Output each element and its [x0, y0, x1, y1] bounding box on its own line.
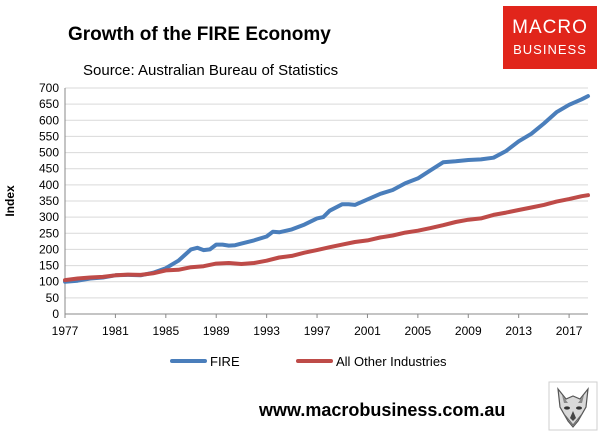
series-line-fire: [63, 94, 590, 284]
chart-title: Growth of the FIRE Economy: [68, 24, 331, 45]
y-tick-label: 250: [39, 226, 59, 240]
y-tick-label: 500: [39, 146, 59, 160]
legend-label-other: All Other Industries: [336, 354, 447, 369]
logo-line2: BUSINESS: [513, 42, 587, 57]
x-tick-label: 1989: [203, 324, 230, 338]
logo-line1: MACRO: [512, 17, 588, 38]
y-tick-label: 550: [39, 129, 59, 143]
y-tick-labels: 0 50 100 150 200 250 300 350 400 450 500 550 600 650 7…: [39, 81, 59, 321]
y-tick-label: 200: [39, 242, 59, 256]
y-tick-label: 450: [39, 162, 59, 176]
x-tick-labels: 1977 1981 1985 1989 1993 1997 2001 2005 2009 2013…: [52, 314, 583, 338]
wolf-icon: [548, 381, 598, 431]
website-url: www.macrobusiness.com.au: [259, 400, 506, 420]
x-tick-label: 2013: [505, 324, 532, 338]
y-tick-label: 300: [39, 210, 59, 224]
macrobusiness-logo: MACRO BUSINESS: [503, 6, 597, 69]
y-tick-label: 700: [39, 81, 59, 95]
x-tick-label: 2009: [455, 324, 482, 338]
x-tick-label: 1997: [304, 324, 331, 338]
x-tick-label: 1985: [152, 324, 179, 338]
y-tick-label: 650: [39, 97, 59, 111]
y-tick-label: 150: [39, 259, 59, 273]
chart-gridlines: [65, 87, 588, 299]
x-tick-label: 1977: [52, 324, 79, 338]
y-tick-label: 400: [39, 178, 59, 192]
x-tick-label: 2017: [556, 324, 583, 338]
chart-legend: FIRE All Other Industries: [170, 354, 447, 369]
y-tick-label: 600: [39, 113, 59, 127]
y-tick-label: 50: [46, 291, 60, 305]
x-tick-label: 2001: [354, 324, 381, 338]
x-tick-label: 2005: [405, 324, 432, 338]
y-tick-label: 100: [39, 275, 59, 289]
legend-label-fire: FIRE: [210, 354, 240, 369]
y-axis-label: Index: [3, 185, 17, 217]
series-lines: [63, 94, 590, 284]
x-tick-label: 1981: [102, 324, 129, 338]
chart-subtitle: Source: Australian Bureau of Statistics: [83, 62, 339, 79]
series-line-all-other-industries: [63, 193, 590, 283]
y-tick-label: 350: [39, 194, 59, 208]
chart-axes: [64, 88, 588, 315]
x-tick-label: 1993: [253, 324, 280, 338]
y-tick-label: 0: [52, 307, 59, 321]
